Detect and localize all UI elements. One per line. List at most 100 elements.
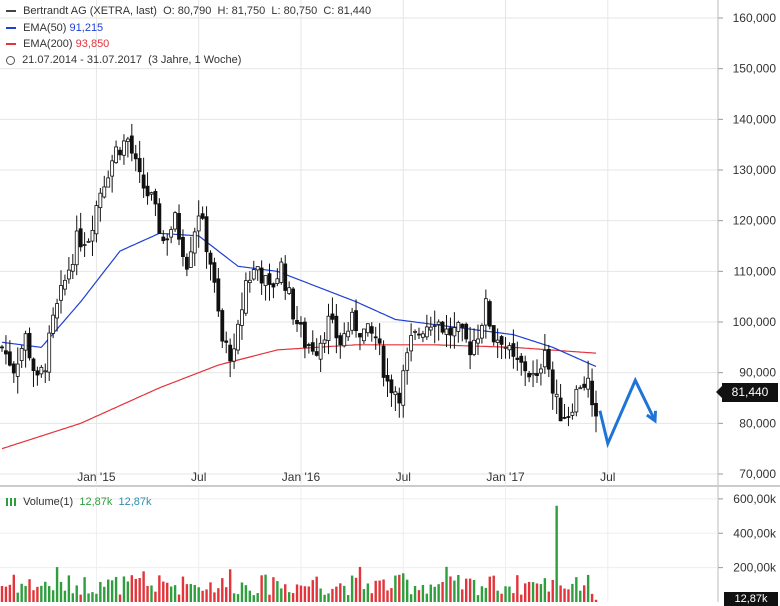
volume-bar (394, 575, 397, 602)
volume-bar (221, 578, 224, 602)
time-tick-label: Jan '15 (77, 470, 116, 484)
volume-bar (225, 587, 228, 602)
candle-body (350, 311, 355, 331)
candle-body (310, 342, 315, 352)
volume-legend: Volume(1) 12,87k 12,87k (6, 496, 152, 508)
candle-body (452, 327, 457, 337)
volume-bar (166, 582, 169, 602)
candle-body (275, 278, 280, 284)
volume-bar (457, 574, 460, 602)
volume-bar (12, 574, 16, 602)
candle-body (531, 373, 535, 376)
candle-body (468, 341, 473, 356)
volume-bar (103, 586, 106, 602)
candle-body (460, 323, 465, 328)
price-tick-label: 100,000 (733, 315, 777, 329)
volume-bar (303, 586, 307, 602)
volume-bar (169, 586, 173, 602)
volume-bar (71, 593, 75, 602)
time-tick-label: Jul (600, 470, 615, 484)
candle-body (558, 397, 563, 422)
candle-body (299, 322, 303, 325)
volume-value-1: 12,87k (79, 496, 113, 508)
ema50-swatch-icon (6, 27, 16, 30)
candle-body (255, 266, 260, 271)
volume-bar (83, 577, 86, 602)
price-tick-label: 140,000 (733, 112, 777, 126)
candle-body (291, 288, 295, 320)
candle-body (137, 158, 142, 173)
volume-bar (295, 584, 299, 602)
candle-body (224, 340, 229, 343)
legend-range: 21.07.2014 - 31.07.2017 (3 Jahre, 1 Woch… (6, 54, 241, 66)
candle-body (240, 309, 244, 326)
candle-body (401, 370, 406, 406)
candle-body (122, 140, 126, 156)
price-tick-label: 130,000 (733, 163, 777, 177)
legend-ohlc: Bertrandt AG (XETRA, last) O: 80,790 H: … (6, 5, 371, 17)
volume-bar (40, 585, 43, 602)
candle-body (570, 411, 575, 416)
candle-body (365, 323, 370, 334)
volume-bar (500, 593, 503, 602)
candle-body (287, 287, 292, 294)
volume-bar (51, 590, 55, 602)
candle-body (393, 391, 398, 396)
candle-body (582, 383, 587, 388)
volume-bar (280, 588, 283, 602)
candle-body (157, 203, 162, 234)
time-tick-label: Jul (191, 470, 206, 484)
volume-bar (453, 580, 456, 602)
ema50-line (1, 232, 597, 368)
candle-body (338, 335, 343, 346)
candle-body (74, 230, 79, 266)
volume-bar (63, 590, 67, 602)
volume-bar (319, 588, 322, 602)
volume-bar (118, 594, 122, 602)
candle-body (4, 350, 8, 355)
volume-bar (386, 590, 389, 602)
volume-bar (421, 585, 425, 602)
volume-bar (461, 589, 464, 602)
candle-body (444, 328, 449, 335)
candle-body (527, 372, 532, 378)
volume-bar (374, 580, 377, 602)
volume-bar (331, 588, 334, 602)
candle-body (102, 186, 107, 198)
candle-body (31, 358, 36, 372)
candle-body (306, 344, 311, 346)
high-label: H: (217, 5, 229, 17)
candle-body (377, 338, 382, 344)
price-tick-label: 120,000 (733, 214, 777, 228)
candle-body (330, 313, 335, 320)
candle-body (192, 231, 197, 254)
volume-bar (417, 590, 421, 602)
volume-bar (130, 575, 134, 602)
volume-bar (248, 590, 252, 602)
candle-body (511, 343, 516, 357)
candle-body (362, 328, 366, 342)
volume-bar (339, 583, 342, 602)
candle-body (70, 264, 75, 272)
candle-body (204, 216, 209, 253)
ema200-path (1, 344, 597, 450)
volume-bar (197, 587, 200, 602)
candle-body (59, 285, 63, 301)
volume-bar (350, 575, 354, 602)
volume-bar (299, 585, 303, 602)
volume-bar (181, 576, 185, 602)
volume-bar (327, 593, 330, 602)
candle-body (499, 336, 504, 345)
candle-body (267, 273, 272, 285)
date-range: 21.07.2014 - 31.07.2017 (22, 54, 142, 66)
candle-body (118, 149, 122, 156)
volume-bar (272, 577, 275, 602)
ema200-line (1, 344, 597, 450)
candle-body (86, 240, 91, 243)
volume-bar (472, 580, 476, 602)
volume-bar (28, 579, 31, 602)
candle-body (578, 387, 583, 390)
candle-body (554, 393, 559, 398)
